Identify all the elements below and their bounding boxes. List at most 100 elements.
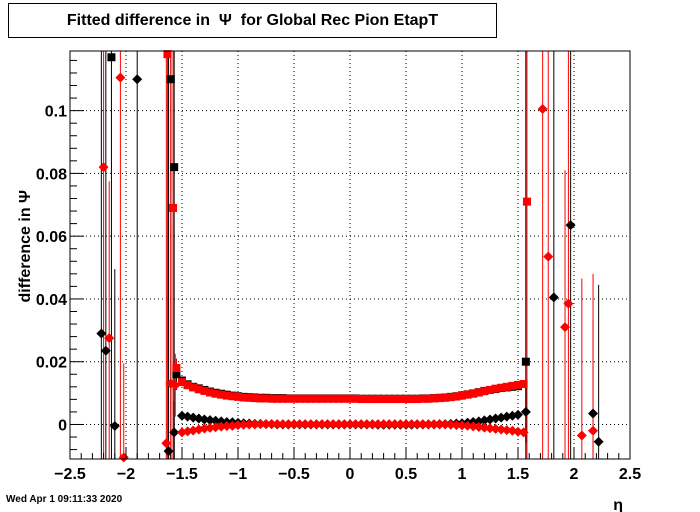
- data-point-diamond: [513, 409, 523, 420]
- data-point-diamond: [244, 419, 255, 430]
- data-point-diamond: [434, 419, 445, 430]
- data-point-square: [312, 394, 321, 403]
- x-tick-label: −2.5: [54, 466, 86, 483]
- x-tick-label: 2.5: [619, 466, 641, 483]
- data-point-diamond: [277, 419, 288, 430]
- data-point-diamond: [333, 419, 344, 430]
- y-tick-label: 0.1: [45, 104, 67, 121]
- data-point-diamond: [238, 419, 249, 430]
- data-point-diamond: [384, 419, 395, 430]
- data-point-square: [521, 357, 530, 366]
- data-point-diamond: [543, 251, 554, 262]
- y-tick-label: 0.06: [36, 229, 67, 246]
- data-point-square: [474, 388, 483, 397]
- data-point-square: [390, 395, 399, 404]
- data-point-square: [295, 394, 304, 403]
- data-point-square: [222, 391, 231, 400]
- x-tick-label: 1: [458, 466, 467, 483]
- y-axis-ticks: 0 0.02 0.04 0.06 0.08 0.1: [36, 59, 84, 451]
- x-tick-label: 2: [570, 466, 579, 483]
- data-point-square: [284, 394, 293, 403]
- data-point-square: [362, 395, 371, 404]
- data-point-diamond: [457, 420, 467, 431]
- data-point-diamond: [100, 345, 111, 356]
- data-point-diamond: [328, 419, 339, 430]
- data-point-square: [166, 75, 175, 84]
- data-point-diamond: [305, 419, 316, 430]
- data-point-square: [301, 394, 310, 403]
- data-point-diamond: [163, 446, 174, 457]
- data-point-diamond: [339, 419, 350, 430]
- data-point-square: [402, 395, 410, 404]
- data-point-diamond: [98, 162, 109, 173]
- data-point-square: [206, 388, 214, 397]
- data-point-square: [418, 394, 427, 403]
- data-point-square: [183, 381, 192, 390]
- data-point-diamond: [563, 298, 574, 309]
- data-point-diamond: [170, 380, 181, 391]
- data-point-square: [217, 390, 226, 399]
- y-tick-label: 0.04: [36, 292, 67, 309]
- data-point-diamond: [378, 419, 389, 430]
- data-point-square: [463, 390, 472, 399]
- data-point-diamond: [576, 430, 587, 441]
- data-point-diamond: [593, 436, 604, 447]
- data-point-square: [491, 384, 500, 393]
- data-point-square: [234, 392, 242, 401]
- data-point-diamond: [440, 419, 451, 430]
- data-point-square: [469, 389, 478, 398]
- data-point-diamond: [429, 419, 439, 430]
- data-point-square: [323, 394, 332, 403]
- data-point-square: [458, 391, 466, 400]
- data-point-diamond: [255, 419, 266, 430]
- x-tick-label: −0.5: [278, 466, 310, 483]
- data-point-diamond: [115, 72, 126, 83]
- y-axis-label: difference in Ψ: [17, 190, 34, 303]
- data-point-square: [318, 394, 326, 403]
- data-point-diamond: [300, 419, 311, 430]
- x-tick-label: 0.5: [395, 466, 417, 483]
- data-point-square: [424, 394, 433, 403]
- data-point-square: [357, 395, 366, 404]
- data-point-square: [435, 394, 444, 403]
- data-point-square: [189, 383, 198, 392]
- data-point-diamond: [520, 406, 531, 417]
- data-point-square: [334, 394, 343, 403]
- data-point-square: [169, 203, 178, 212]
- data-point-diamond: [322, 419, 333, 430]
- x-axis-ticks: −2.5 −2 −1.5 −1 −0.5 0 0.5 1 1.5 2 2.5: [54, 447, 641, 483]
- data-point-square: [278, 394, 287, 403]
- data-point-diamond: [345, 419, 355, 430]
- data-point-square: [172, 370, 181, 379]
- data-point-square: [107, 53, 116, 62]
- data-point-square: [396, 395, 405, 404]
- data-point-diamond: [588, 408, 599, 419]
- data-point-square: [172, 363, 181, 372]
- data-point-square: [446, 393, 455, 402]
- data-point-diamond: [289, 419, 299, 430]
- x-tick-label: 1.5: [507, 466, 529, 483]
- x-tick-label: 0: [346, 466, 355, 483]
- data-point-square: [480, 387, 489, 396]
- data-point-diamond: [169, 427, 180, 438]
- data-point-square: [290, 394, 298, 403]
- data-point-square: [329, 394, 338, 403]
- data-point-diamond: [350, 419, 361, 430]
- data-point-diamond: [588, 425, 599, 436]
- data-point-square: [163, 50, 172, 59]
- data-point-square: [486, 385, 494, 394]
- data-point-square: [430, 394, 438, 403]
- data-point-square: [452, 392, 461, 401]
- data-point-square: [519, 379, 528, 388]
- data-point-square: [441, 393, 450, 402]
- x-axis-label: η: [613, 497, 623, 512]
- data-point-square: [228, 392, 237, 401]
- data-point-square: [379, 395, 388, 404]
- data-point-square: [262, 394, 270, 403]
- data-point-diamond: [565, 220, 576, 231]
- data-point-square: [194, 385, 203, 394]
- data-point-diamond: [317, 419, 327, 430]
- data-point-diamond: [537, 104, 548, 115]
- data-point-diamond: [548, 292, 559, 303]
